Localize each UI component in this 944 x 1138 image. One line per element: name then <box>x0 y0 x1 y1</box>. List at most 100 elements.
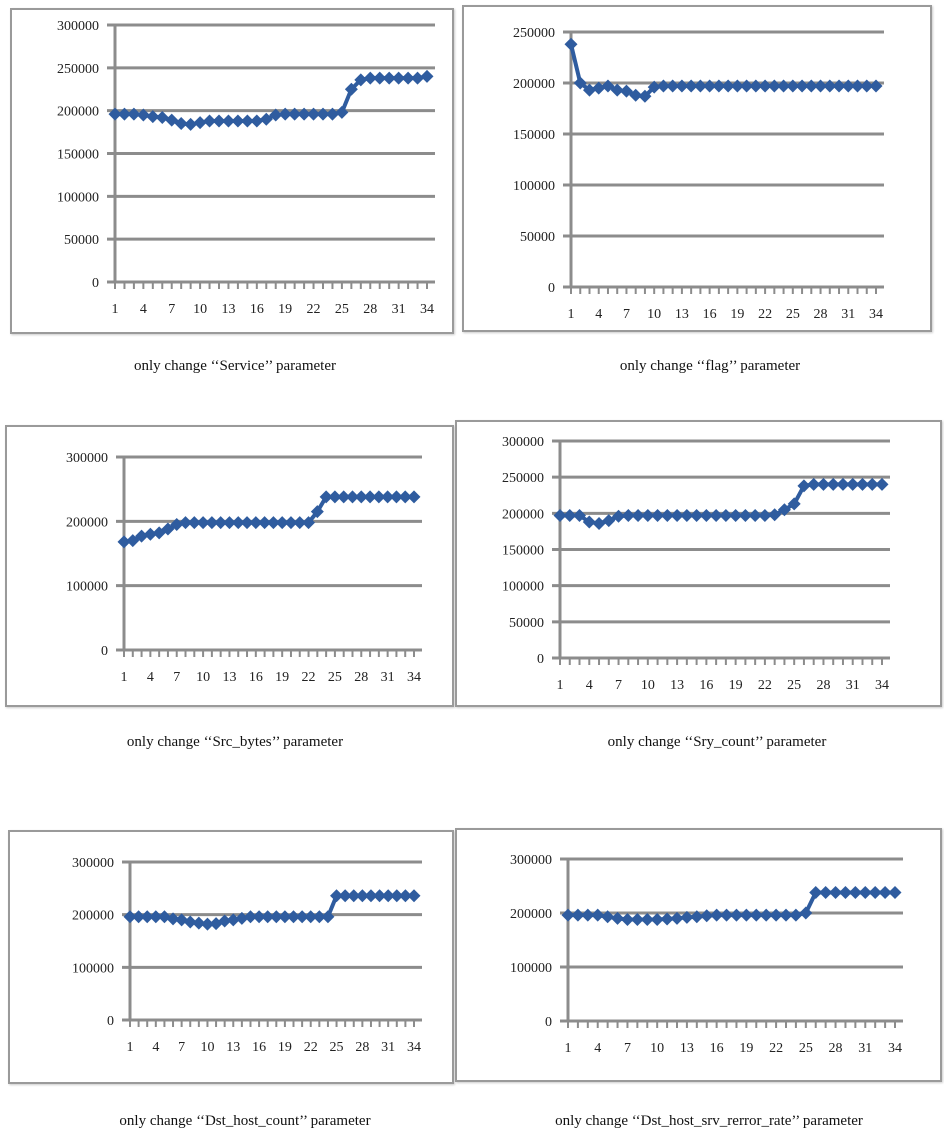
data-point <box>392 71 406 85</box>
data-point <box>680 509 694 523</box>
data-point <box>851 79 865 93</box>
data-point <box>777 79 791 93</box>
data-point <box>231 516 245 530</box>
data-point <box>841 79 855 93</box>
data-point <box>795 79 809 93</box>
x-tick-label: 25 <box>328 670 342 685</box>
data-point <box>184 117 198 131</box>
data-point <box>175 913 189 927</box>
data-point <box>161 522 175 536</box>
data-point <box>363 71 377 85</box>
data-point <box>389 490 403 504</box>
x-tick-label: 7 <box>178 1040 185 1055</box>
data-point <box>684 79 698 93</box>
data-point <box>126 534 140 548</box>
y-tick-label: 200000 <box>66 515 108 530</box>
x-tick-label: 13 <box>221 302 235 317</box>
data-point <box>779 908 793 922</box>
x-tick-label: 25 <box>330 1040 344 1055</box>
data-point <box>288 107 302 121</box>
data-point <box>398 490 412 504</box>
data-point <box>372 490 386 504</box>
x-tick-label: 31 <box>392 302 406 317</box>
data-point <box>337 490 351 504</box>
x-tick-label: 22 <box>302 670 316 685</box>
data-point <box>693 79 707 93</box>
data-point <box>816 477 830 491</box>
x-tick-label: 16 <box>699 678 713 693</box>
data-point <box>200 917 214 931</box>
data-point <box>638 89 652 103</box>
data-point <box>222 516 236 530</box>
x-tick-label: 13 <box>670 678 684 693</box>
data-point <box>192 916 206 930</box>
data-point <box>261 910 275 924</box>
data-point <box>680 910 694 924</box>
data-point <box>269 108 283 122</box>
data-point <box>196 516 210 530</box>
chart-svg: 0 50000 100000 150000 200000 250000 300000 1 4 7 1… <box>57 19 435 317</box>
x-tick-label: 25 <box>335 302 349 317</box>
data-point <box>310 505 324 519</box>
data-point <box>799 906 813 920</box>
data-point <box>719 509 733 523</box>
x-tick-label: 28 <box>814 307 828 322</box>
x-tick-label: 28 <box>354 670 368 685</box>
y-tick-label: 0 <box>92 276 99 291</box>
data-point <box>670 509 684 523</box>
x-tick-label: 13 <box>226 1040 240 1055</box>
x-tick-label: 10 <box>641 678 655 693</box>
x-tick-label: 1 <box>565 1041 572 1056</box>
data-point <box>836 477 850 491</box>
data-point <box>641 509 655 523</box>
chart-dst-host-count: 0 100000 200000 300000 1 4 7 10 13 16 19 22 25 28 31 34 <box>8 830 454 1084</box>
data-point <box>710 908 724 922</box>
data-point <box>553 509 567 523</box>
data-point <box>748 509 762 523</box>
data-point <box>749 908 763 922</box>
data-point <box>768 508 782 522</box>
x-tick-label: 10 <box>193 302 207 317</box>
data-point <box>328 490 342 504</box>
x-tick-label: 1 <box>121 670 128 685</box>
y-tick-label: 100000 <box>72 961 114 976</box>
data-point <box>240 516 254 530</box>
x-tick-label: 7 <box>615 678 622 693</box>
data-point <box>878 885 892 899</box>
y-tick-label: 100000 <box>510 961 552 976</box>
data-point <box>729 908 743 922</box>
data-point <box>183 915 197 929</box>
data-point <box>777 503 791 517</box>
y-tick-label: 300000 <box>57 19 99 34</box>
data-point <box>243 910 257 924</box>
y-tick-label: 50000 <box>64 233 99 248</box>
data-point <box>571 908 585 922</box>
data-point <box>592 516 606 530</box>
data-point <box>564 37 578 51</box>
caption-sry-count: only change ‘‘Sry_count’’ parameter <box>607 734 827 750</box>
y-tick-label: 250000 <box>502 471 544 486</box>
y-tick-label: 100000 <box>57 190 99 205</box>
data-point <box>703 79 717 93</box>
x-tick-label: 31 <box>858 1041 872 1056</box>
x-tick-label: 4 <box>140 302 147 317</box>
y-tick-label: 250000 <box>57 62 99 77</box>
x-tick-label: 19 <box>275 670 289 685</box>
data-point <box>786 79 800 93</box>
data-point <box>140 910 154 924</box>
data-point <box>712 79 726 93</box>
data-point <box>729 509 743 523</box>
data-point <box>630 912 644 926</box>
y-tick-label: 200000 <box>513 77 555 92</box>
y-tick-label: 300000 <box>72 856 114 871</box>
x-tick-label: 10 <box>650 1041 664 1056</box>
y-tick-label: 250000 <box>513 26 555 41</box>
x-tick-label: 16 <box>252 1040 266 1055</box>
data-point <box>354 490 368 504</box>
x-tick-label: 34 <box>888 1041 902 1056</box>
x-tick-label: 1 <box>127 1040 134 1055</box>
data-point <box>640 912 654 926</box>
data-point <box>620 912 634 926</box>
data-point <box>769 908 783 922</box>
y-tick-label: 0 <box>107 1014 114 1029</box>
